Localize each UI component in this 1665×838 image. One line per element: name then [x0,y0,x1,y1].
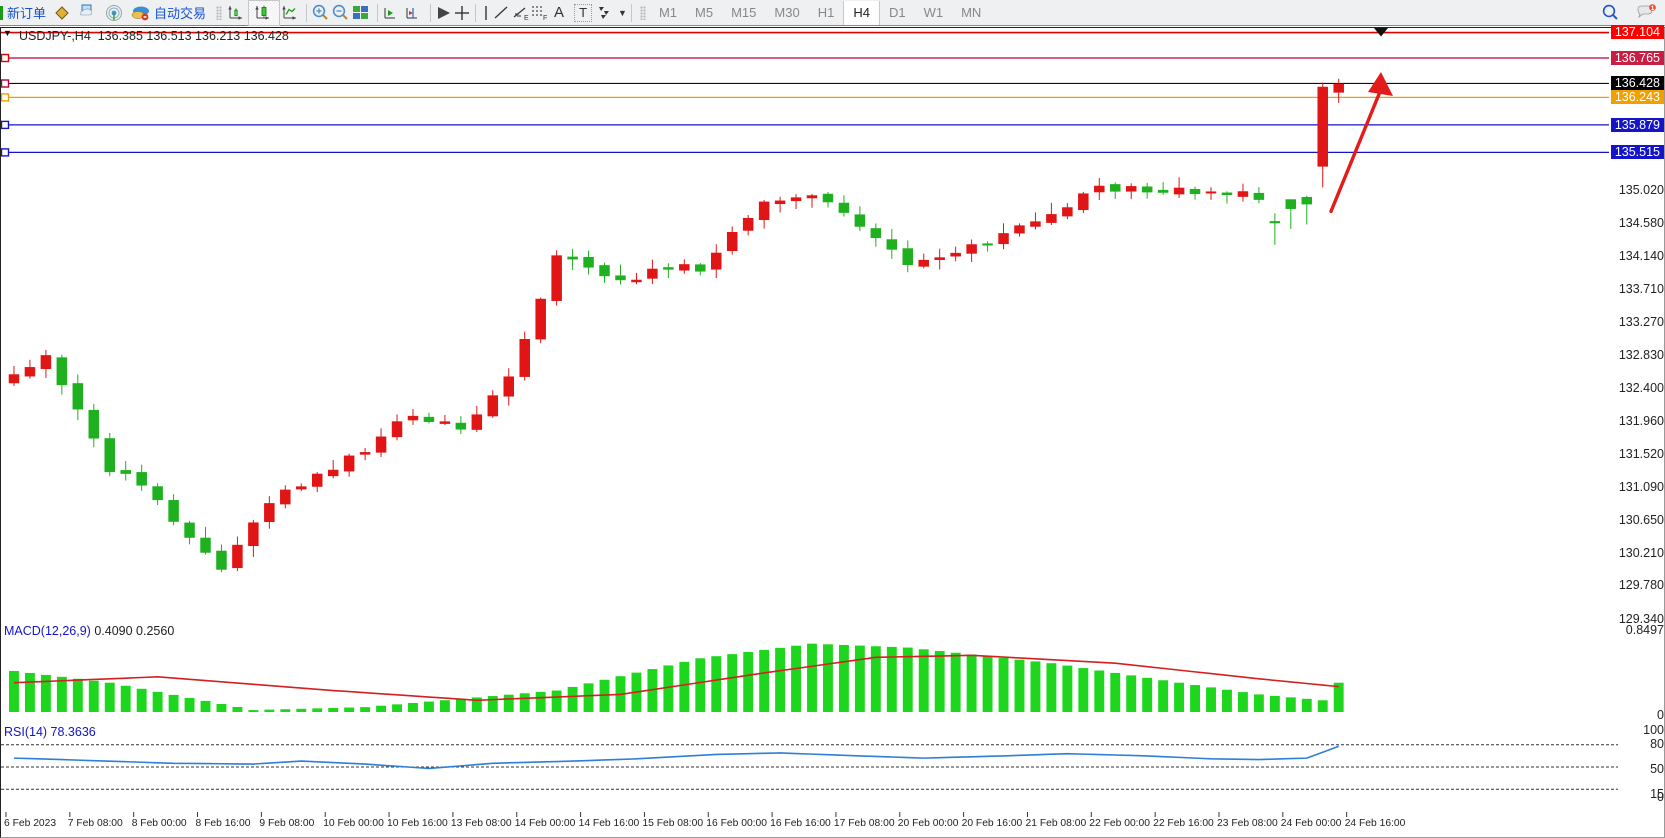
svg-text:F: F [543,15,547,22]
svg-text:E: E [524,15,529,22]
svg-text:1: 1 [1651,5,1655,12]
